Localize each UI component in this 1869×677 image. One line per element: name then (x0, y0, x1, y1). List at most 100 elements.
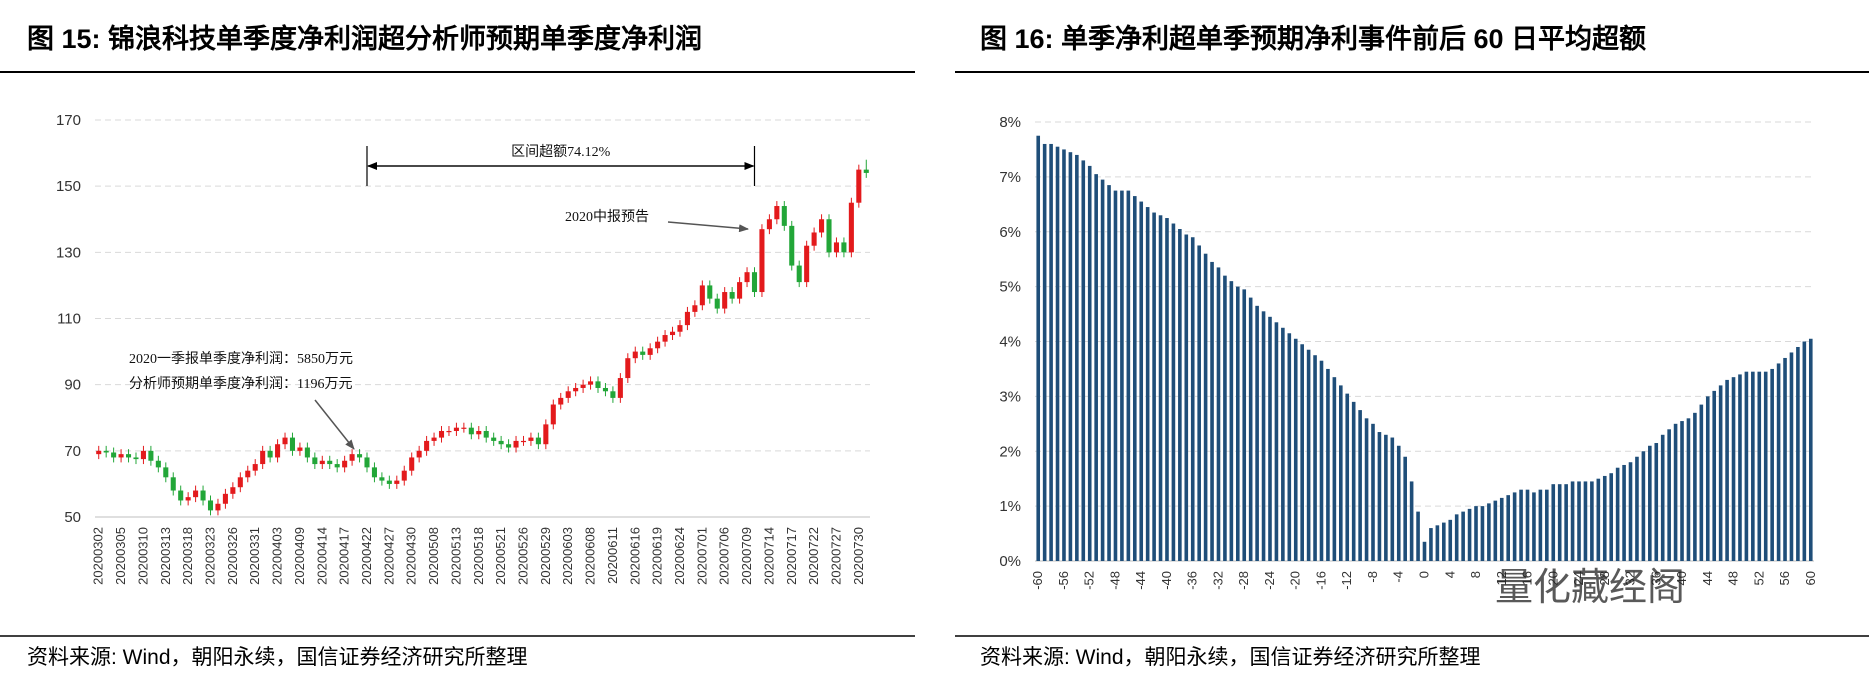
x-tick-label: -4 (1391, 571, 1406, 583)
candle-body (431, 437, 437, 441)
bar (1422, 541, 1427, 561)
bar (1203, 253, 1208, 561)
candle-body (453, 427, 459, 431)
candle-body (111, 452, 117, 458)
x-tick-label: 20200430 (404, 527, 419, 585)
candle-body (543, 424, 549, 445)
candle-body (714, 298, 720, 309)
candle-body (632, 351, 638, 359)
candle-body (491, 437, 497, 441)
bar (1313, 355, 1317, 561)
candle-body (506, 444, 512, 448)
y-tick-label: 3% (999, 388, 1021, 405)
x-tick-label: 20200414 (314, 527, 329, 585)
y-tick-label: 90 (64, 377, 81, 394)
candle-body (379, 477, 385, 481)
candle-body (744, 272, 750, 283)
bar (1107, 185, 1111, 561)
bar (1532, 492, 1536, 561)
x-tick-label: 20200529 (538, 527, 553, 585)
bar (1667, 429, 1671, 561)
candle-body (394, 480, 400, 484)
bar (1686, 418, 1691, 561)
candle-body (282, 437, 288, 445)
x-tick-label: -44 (1133, 571, 1148, 590)
bar (1345, 393, 1350, 561)
watermark: 量化藏经阁 (1495, 567, 1685, 609)
x-tick-label: 20200427 (381, 527, 396, 585)
candle-body (178, 490, 184, 501)
annotation-arrow (667, 221, 749, 233)
candle-body (737, 282, 743, 299)
x-tick-label: 20200714 (761, 527, 776, 585)
candle-body (751, 272, 758, 293)
bar (1615, 467, 1620, 561)
bar (1699, 404, 1704, 561)
candle-body (237, 477, 243, 488)
y-tick-label: 170 (56, 112, 81, 129)
bar (1087, 165, 1092, 561)
candle-body (848, 202, 854, 253)
y-tick-label: 110 (57, 311, 81, 328)
candle-body (468, 427, 474, 435)
x-tick-label: 20200302 (91, 527, 106, 585)
candle-body (774, 206, 780, 220)
bar (1332, 377, 1337, 561)
bar (1454, 514, 1459, 561)
bar (1120, 190, 1124, 561)
candle-body (185, 497, 191, 501)
bar (1242, 289, 1247, 561)
bar (1641, 451, 1646, 561)
candle-body (759, 229, 765, 293)
annotation: 分析师预期单季度净利润：1196万元 (129, 376, 352, 392)
bar (1351, 401, 1356, 561)
x-tick-label: -56 (1056, 571, 1071, 590)
candle-body (602, 387, 608, 392)
candle-body (267, 450, 273, 458)
candle-body (297, 447, 303, 451)
x-tick-label: 20200318 (180, 527, 195, 585)
candle-body (163, 467, 169, 478)
x-tick-label: 4 (1442, 571, 1457, 578)
bar (1551, 484, 1556, 561)
candle-body (520, 440, 527, 443)
x-tick-label: 20200701 (694, 527, 709, 585)
bar (1326, 368, 1330, 561)
bar (1158, 215, 1163, 561)
bar (1384, 434, 1388, 561)
candle-body (766, 219, 772, 230)
candle-body (669, 331, 676, 336)
x-tick-label: 20200619 (650, 527, 665, 585)
y-tick-label: 70 (64, 443, 81, 460)
candle-body (796, 265, 802, 283)
x-tick-label: 32 (1623, 571, 1638, 585)
bar (1165, 218, 1169, 561)
y-tick-label: 150 (56, 178, 81, 195)
x-tick-label: -16 (1313, 571, 1328, 590)
candle-body (655, 341, 661, 349)
x-tick-label: 20200508 (426, 527, 441, 585)
candle-body (401, 470, 407, 481)
bar (1712, 390, 1717, 561)
bar (1596, 478, 1601, 561)
bar (1403, 456, 1407, 561)
bar (1178, 229, 1182, 561)
y-tick-label: 5% (999, 279, 1021, 296)
candle-body (133, 457, 139, 460)
annotation: 2020一季报单季度净利润：5850万元 (129, 351, 353, 367)
bar (1113, 190, 1118, 561)
bar (1590, 481, 1594, 561)
x-tick-label: 28 (1597, 571, 1612, 585)
candle-body (588, 381, 594, 385)
bar (1731, 377, 1736, 561)
candle-body (289, 437, 296, 451)
candle-body (148, 450, 154, 461)
x-tick-label: 24 (1571, 571, 1586, 585)
candle-body (357, 454, 363, 458)
x-tick-label: 20200417 (337, 527, 352, 585)
x-tick-label: 20200521 (493, 527, 508, 585)
candle-body (498, 440, 504, 445)
bar (1628, 462, 1633, 561)
x-tick-label: 8 (1468, 571, 1483, 578)
bar (1461, 511, 1465, 561)
